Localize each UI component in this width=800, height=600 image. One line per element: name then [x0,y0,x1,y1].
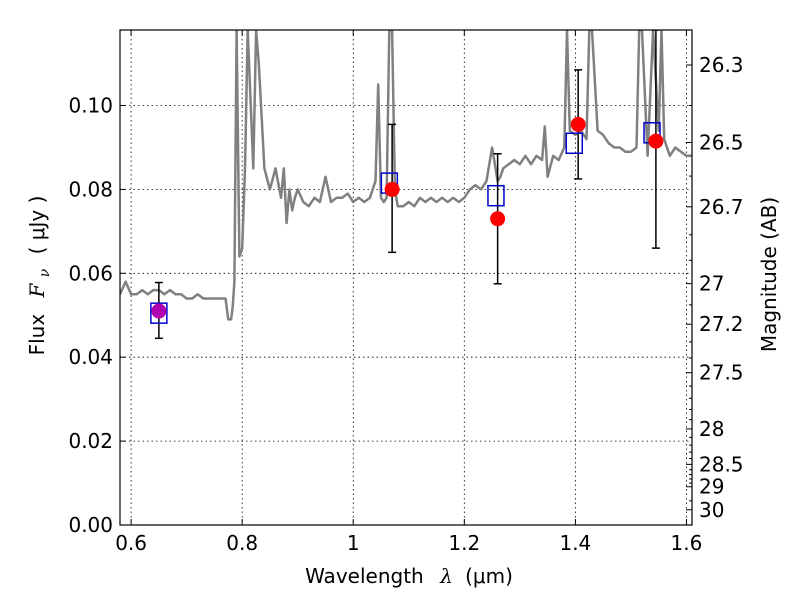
x-tick-label: 1 [347,531,360,555]
y2-tick-label: 27 [699,272,724,296]
axis-ticks: 0.6 0.8 1 1.2 1.4 1.6 0.00 0.02 0.04 0.06 0.08 0.10… [68,30,744,555]
observed-point-marker [384,181,400,197]
y-tick-label: 0.08 [68,177,113,201]
grid-lines [120,30,692,525]
y2-tick-label: 28 [699,417,724,441]
x-tick-label: 1.2 [448,531,480,555]
y-tick-label: 0.00 [68,513,113,537]
y2-tick-label: 27.2 [699,312,744,336]
observed-point-marker [570,116,586,132]
y-tick-label: 0.02 [68,429,113,453]
spectrum-line [120,30,692,321]
x-axis-label: Wavelength λ (μm) [305,564,513,588]
plot-frame [119,29,693,526]
x-axis-label-unit: (μm) [465,564,513,588]
y-tick-label: 0.10 [68,94,113,118]
x-tick-label: 0.8 [226,531,258,555]
y-axis-label-prefix: Flux [25,314,49,356]
x-axis-label-symbol: λ [439,564,453,588]
y2-tick-label: 29 [699,475,724,499]
y-tick-label: 0.06 [68,261,113,285]
x-tick-label: 1.6 [671,531,703,555]
observed-point-marker [490,211,506,227]
observed-point-marker [151,303,167,319]
y-axis-label-symbol: F [25,282,49,298]
y2-axis-label: Magnitude (AB) [757,197,781,352]
x-tick-label: 0.6 [115,531,147,555]
model-square-marker [565,132,584,155]
x-tick-label: 1.4 [559,531,591,555]
y-axis-label: Flux F ν ( μJy ) [25,196,54,356]
x-axis-label-prefix: Wavelength [305,564,424,588]
y2-tick-label: 26.5 [699,130,744,154]
y-tick-label: 0.04 [68,345,113,369]
model-square-marker [150,302,168,324]
y2-tick-label: 30 [699,498,724,522]
y2-tick-label: 27.5 [699,361,744,385]
y-axis-label-unit: ( μJy ) [25,196,49,255]
model-square-marker [487,184,505,207]
y2-tick-label: 28.5 [699,452,744,476]
observed-point-marker [648,133,664,149]
plot-area [120,30,692,340]
y2-tick-label: 26.7 [699,195,744,219]
y-axis-label-subscript: ν [37,268,53,277]
y2-tick-label: 26.3 [699,53,744,77]
